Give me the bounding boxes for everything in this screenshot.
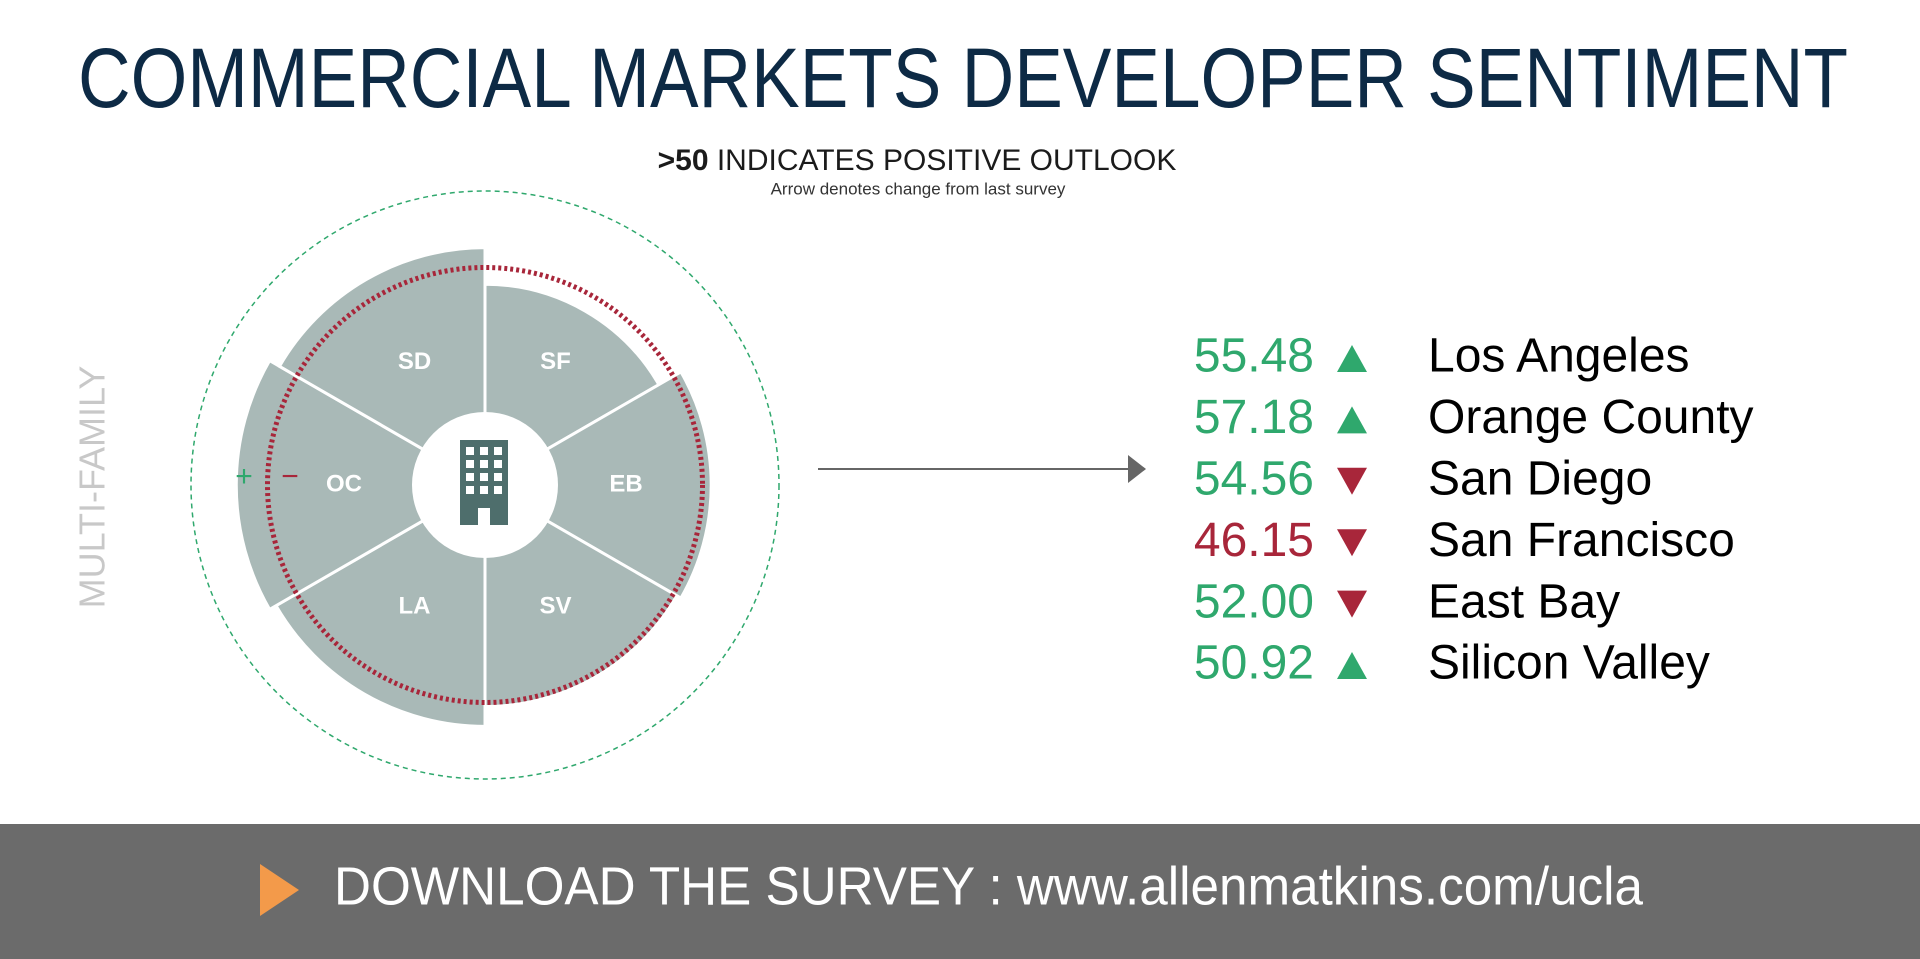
value-label: 54.56 (1194, 452, 1314, 505)
building-icon (460, 440, 508, 525)
value-label: 46.15 (1194, 514, 1314, 567)
wedge-label: SV (539, 592, 571, 619)
region-name: San Diego (1428, 452, 1652, 505)
wedge-label: LA (399, 592, 431, 619)
wedge (481, 369, 713, 601)
y-label: MULTI-FAMILY (72, 366, 113, 609)
subtitle-text: INDICATES POSITIVE OUTLOOK (717, 144, 1177, 177)
chart-title: COMMERCIAL MARKETS DEVELOPER SENTIMENT (78, 31, 1848, 125)
value-label: 50.92 (1194, 637, 1314, 690)
wedge-label: OC (326, 470, 362, 497)
plus-sign: + (235, 460, 253, 493)
region-name: San Francisco (1428, 514, 1735, 567)
windows (466, 447, 502, 525)
minus-sign: − (281, 460, 299, 493)
wedge (234, 358, 488, 612)
wedge-label: SD (398, 348, 431, 375)
wedge (273, 482, 487, 728)
change-arrow (1337, 345, 1367, 372)
change-arrow (1337, 652, 1367, 679)
value-label: 57.18 (1194, 391, 1314, 444)
connector-arrow (1128, 455, 1146, 483)
reference-circle (265, 265, 705, 705)
change-arrow (1337, 529, 1367, 557)
value-label: 55.48 (1194, 330, 1314, 383)
footer-arrow (260, 864, 299, 916)
region-name: Silicon Valley (1428, 637, 1710, 690)
wedge (277, 246, 487, 488)
subtitle-bold: >50 (658, 144, 709, 177)
chart-note: Arrow denotes change from last survey (771, 179, 1066, 198)
wedge-label: EB (609, 470, 642, 497)
change-arrow (1337, 467, 1367, 495)
chart-subtitle: >50 INDICATES POSITIVE OUTLOOK (658, 144, 1177, 177)
region-name: Los Angeles (1428, 330, 1690, 383)
region-name: East Bay (1428, 575, 1620, 628)
footer-text[interactable]: DOWNLOAD THE SURVEY : www.allenmatkins.c… (334, 856, 1644, 916)
wedge-label: SF (540, 348, 571, 375)
value-label: 52.00 (1194, 575, 1314, 628)
change-arrow (1337, 590, 1367, 618)
footer-band (0, 824, 1920, 959)
region-name: Orange County (1428, 391, 1754, 444)
value-list: 55.48 Los Angeles 57.18 Orange County 54.56 S… (1194, 330, 1754, 690)
outer-ring (190, 190, 780, 780)
change-arrow (1337, 406, 1367, 434)
